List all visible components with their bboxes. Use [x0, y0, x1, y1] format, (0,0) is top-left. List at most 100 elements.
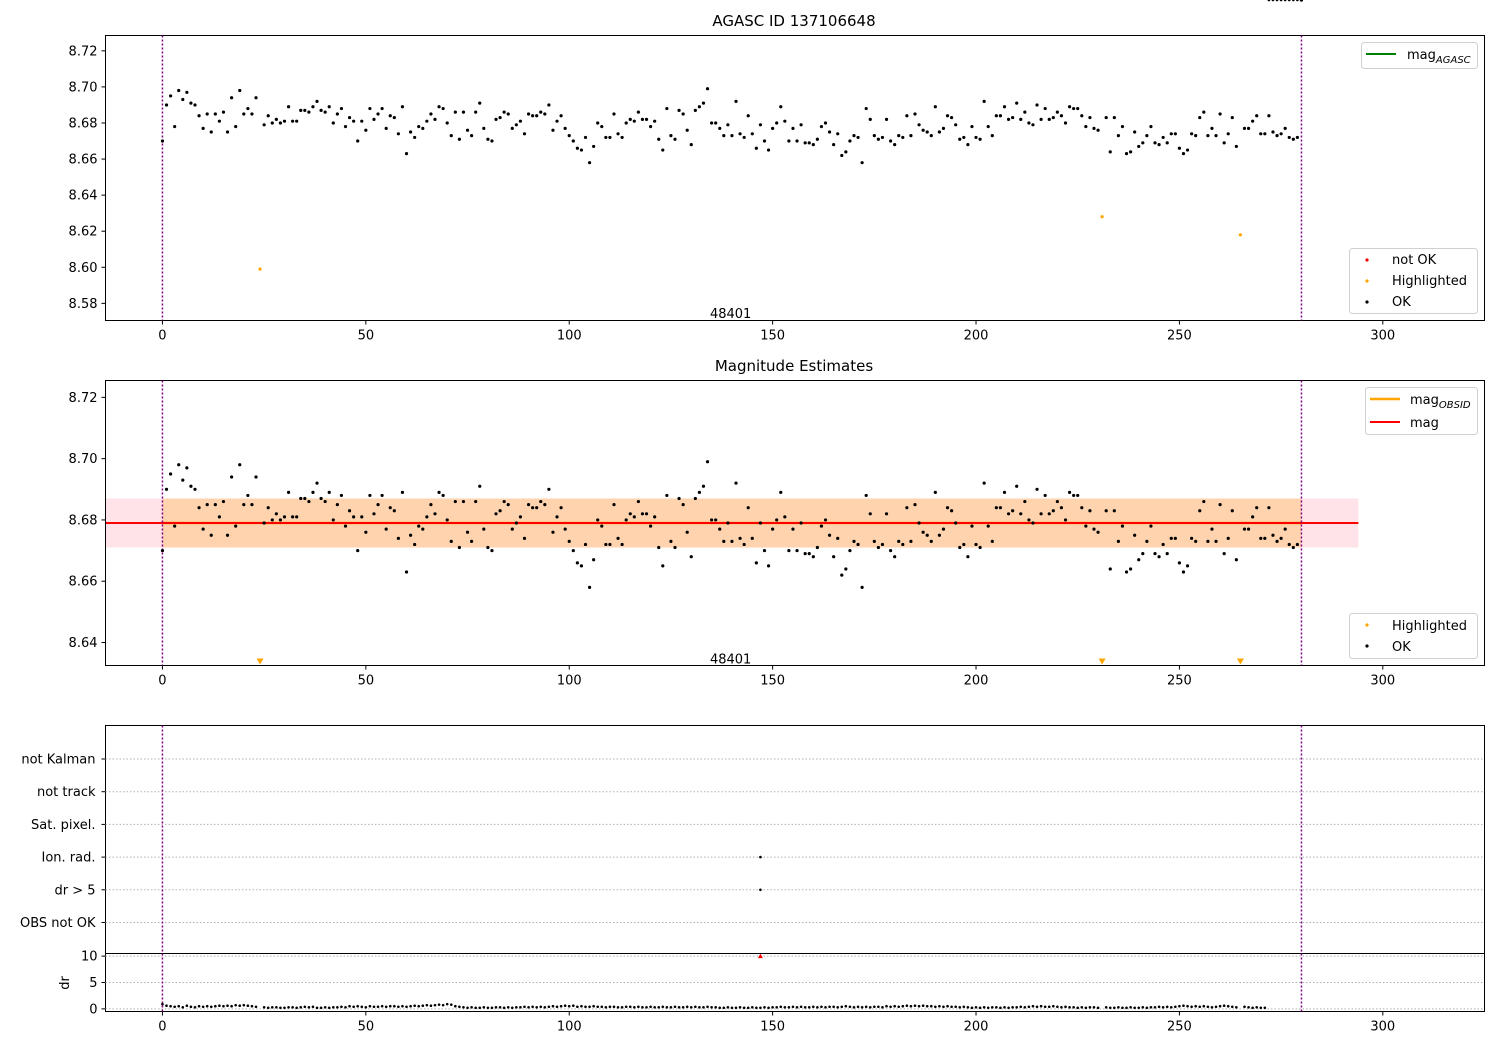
ok-point: [425, 515, 429, 519]
ok-point: [181, 478, 185, 482]
ok-point: [510, 527, 514, 531]
ok-point: [1080, 114, 1084, 118]
dr-point: [161, 1002, 164, 1006]
ok-point: [1185, 564, 1190, 568]
ok-point: [486, 545, 490, 550]
ok-point: [990, 539, 994, 543]
dr-point: [1169, 1005, 1173, 1009]
ok-point: [1124, 152, 1129, 156]
legend-marker-not-ok: [1365, 258, 1369, 262]
legend-box: [1361, 42, 1478, 69]
ok-point: [950, 115, 954, 120]
ok-point: [884, 512, 889, 516]
ok-point: [1002, 490, 1007, 494]
ok-point: [449, 539, 453, 543]
ok-point: [1080, 506, 1084, 510]
dr-point: [982, 1005, 986, 1009]
legend-label-mag-agasc: magAGASC: [1407, 48, 1471, 66]
ok-point: [864, 493, 868, 498]
dr-point: [877, 1005, 880, 1009]
ok-point: [551, 530, 555, 534]
ok-point: [1181, 152, 1186, 156]
ok-point: [1230, 115, 1234, 120]
dr-point: [905, 1004, 909, 1007]
dr-point: [572, 1004, 575, 1007]
ok-point: [738, 132, 742, 136]
x-tick-label: 150: [760, 674, 785, 689]
dr-point: [502, 1006, 506, 1010]
ok-point: [449, 134, 453, 138]
dr-point: [1149, 1005, 1153, 1009]
ok-point: [1019, 117, 1023, 121]
ok-point: [714, 121, 718, 125]
dr-point: [767, 1006, 770, 1010]
ok-point: [295, 119, 299, 123]
dr-point: [291, 1005, 294, 1009]
panel-mag-bands: [105, 498, 1359, 548]
x-tick-label: 200: [964, 674, 989, 689]
ok-point: [998, 506, 1003, 510]
panel-dr-marks: [105, 0, 1485, 1012]
ok-point: [396, 536, 400, 540]
ok-point: [1047, 117, 1051, 121]
x-tick-label: 250: [1167, 1020, 1192, 1035]
dr-point: [1047, 1005, 1051, 1009]
dr-point: [323, 1005, 327, 1009]
ok-point: [791, 527, 795, 531]
dr-point: [824, 1005, 827, 1009]
dr-point: [673, 1005, 677, 1009]
ok-point: [685, 128, 689, 132]
dr-point: [718, 1006, 722, 1010]
ok-point: [742, 542, 746, 547]
ok-point: [600, 124, 604, 129]
panel-agasc-frame: [105, 35, 1485, 321]
dr-point: [763, 1005, 766, 1009]
ok-point: [579, 148, 584, 152]
ok-point: [1295, 542, 1299, 547]
ok-point: [213, 112, 217, 116]
ok-point: [360, 119, 364, 123]
ok-point: [185, 466, 189, 470]
panel-agasc-legend-line: magAGASC: [1361, 42, 1478, 69]
ok-point: [575, 146, 579, 150]
panel-mag-yticks: 8.64 8.66 8.68 8.70 8.72: [69, 391, 106, 651]
ok-point: [587, 161, 592, 165]
dr-point: [628, 1005, 632, 1009]
ok-point: [1133, 533, 1137, 537]
ok-point: [819, 124, 824, 129]
ok-point: [1051, 115, 1055, 120]
legend-marker-highlighted: [1365, 279, 1369, 283]
dr-point: [1108, 1006, 1112, 1010]
ok-point: [970, 524, 974, 528]
legend-label-highlighted: Highlighted: [1392, 274, 1467, 289]
ok-point: [783, 515, 787, 519]
dr-point: [637, 1005, 640, 1009]
dr-point: [417, 1004, 421, 1008]
x-tick-label: 250: [1167, 674, 1192, 689]
x-tick-label: 300: [1370, 329, 1395, 344]
ok-point: [962, 542, 966, 547]
ok-point: [1279, 132, 1283, 136]
ok-point: [356, 139, 360, 143]
ok-point: [1255, 114, 1259, 118]
ok-point: [1141, 552, 1145, 556]
dr-point: [283, 1006, 286, 1010]
legend-marker-ok: [1365, 644, 1369, 648]
dr-point: [710, 1005, 713, 1009]
ok-point: [461, 499, 466, 504]
ok-point: [197, 506, 201, 510]
dr-point: [1060, 1005, 1063, 1009]
ok-point: [832, 143, 836, 147]
ok-point: [832, 555, 836, 559]
ok-point: [1283, 527, 1287, 531]
dr-point: [738, 1005, 742, 1009]
dr-point: [445, 1002, 449, 1006]
panel-mag-xticks: 0 50 100 150 200 250 300: [158, 665, 1395, 689]
ok-point: [913, 112, 917, 116]
ok-point: [1023, 499, 1027, 504]
dr-point: [246, 1004, 250, 1007]
dr-point: [1214, 1005, 1218, 1009]
ok-point: [559, 506, 563, 510]
dr-point: [201, 1005, 205, 1009]
ok-point: [266, 114, 270, 118]
